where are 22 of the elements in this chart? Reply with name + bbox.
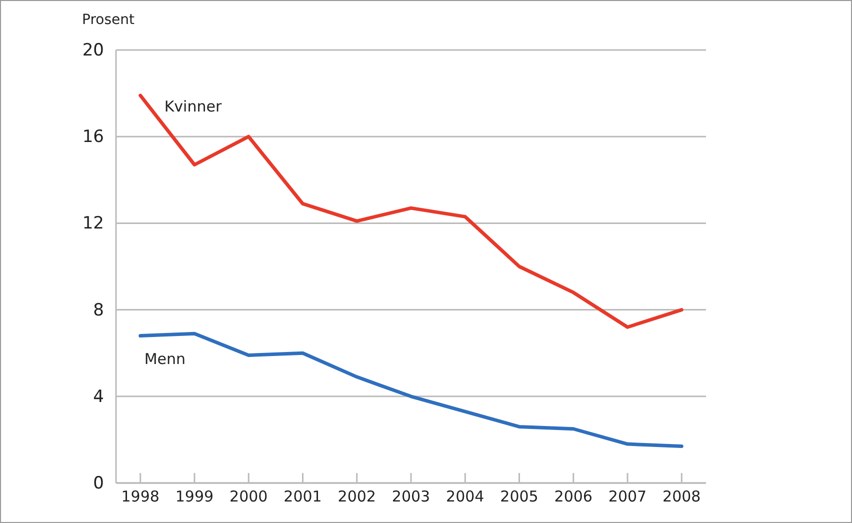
x-tick-label: 2005 xyxy=(500,488,538,506)
x-tick-label: 2007 xyxy=(608,488,647,506)
y-tick-label: 20 xyxy=(82,40,104,60)
series-label: Menn xyxy=(144,350,186,368)
y-tick-label: 4 xyxy=(93,386,104,407)
x-tick-label: 2008 xyxy=(662,488,701,506)
x-tick-label: 2006 xyxy=(554,488,592,506)
series-label: Kvinner xyxy=(164,97,222,116)
x-tick-label: 2001 xyxy=(284,488,322,506)
y-tick-label: 12 xyxy=(82,214,104,234)
x-tick-label: 2000 xyxy=(230,488,268,506)
x-tick-label: 2003 xyxy=(392,488,430,506)
x-tick-label: 2002 xyxy=(338,488,376,506)
x-tick-label: 1999 xyxy=(175,488,214,506)
y-tick-label: 16 xyxy=(82,127,104,148)
y-tick-label: 8 xyxy=(93,300,104,320)
line-series xyxy=(138,332,684,448)
x-tick-label: 1998 xyxy=(121,488,160,506)
y-tick-label: 0 xyxy=(93,473,104,494)
y-axis-title: Prosent xyxy=(82,12,135,28)
x-tick-label: 2004 xyxy=(446,488,484,506)
line-series xyxy=(138,94,684,329)
